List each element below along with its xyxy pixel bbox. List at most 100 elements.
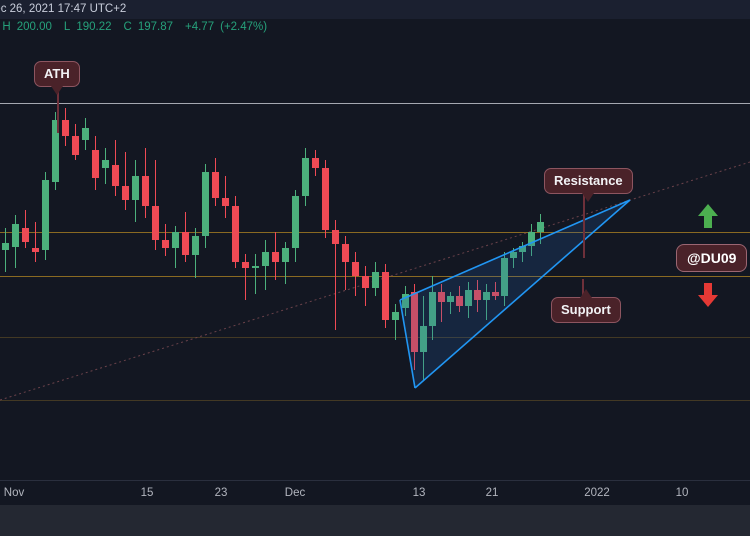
high-value: H 200.00: [2, 21, 52, 33]
x-axis-tick: Dec: [284, 487, 306, 499]
resistance-needle: [583, 192, 585, 258]
candle-wick: [155, 160, 156, 250]
candle-body: [501, 258, 508, 296]
candle-body: [32, 248, 39, 252]
candle-body: [382, 272, 389, 320]
candle-body: [52, 120, 59, 182]
ath-needle: [57, 87, 59, 133]
candle-wick: [255, 254, 256, 294]
candle-body: [272, 252, 279, 262]
x-axis-tick: 2022: [584, 487, 610, 499]
ath-label[interactable]: ATH: [34, 61, 80, 95]
candle-wick: [522, 242, 523, 262]
candle-body: [262, 252, 269, 266]
candle-body: [2, 243, 9, 250]
x-axis-tick: 21: [485, 487, 499, 499]
candle-body: [182, 232, 189, 255]
candle-body: [72, 136, 79, 155]
bottom-bar: [0, 505, 750, 536]
support-label[interactable]: Support: [551, 289, 621, 323]
candle-wick: [395, 304, 396, 340]
candle-body: [192, 236, 199, 255]
candle-body: [429, 292, 436, 326]
support-label-text: Support: [561, 302, 611, 317]
candle-body: [332, 230, 339, 244]
candle-body: [212, 172, 219, 198]
candle-body: [528, 232, 535, 246]
candle-body: [92, 150, 99, 178]
candle-body: [152, 206, 159, 240]
candle-wick: [225, 176, 226, 218]
candle-wick: [495, 282, 496, 300]
candle-body: [142, 176, 149, 206]
candle-body: [102, 160, 109, 168]
x-axis-tick: 13: [412, 487, 426, 499]
candle-body: [510, 252, 517, 258]
candle-wick: [486, 284, 487, 320]
candle-body: [242, 262, 249, 268]
x-axis[interactable]: Nov 15 23 Dec 13 21 2022 10: [0, 480, 750, 506]
candle-body: [438, 292, 445, 302]
x-axis-tick: 10: [675, 487, 689, 499]
candle-body: [322, 168, 329, 230]
support-level-2[interactable]: [0, 400, 750, 401]
ath-label-text: ATH: [44, 66, 70, 81]
candle-body: [392, 312, 399, 320]
chart-datetime: Dec 26, 2021 17:47 UTC+2: [0, 3, 127, 15]
candle-wick: [345, 236, 346, 290]
candle-body: [411, 292, 418, 352]
candle-body: [172, 232, 179, 248]
candle-body: [362, 276, 369, 288]
price-plot-area[interactable]: ATH Resistance Support @DU09: [0, 37, 750, 480]
candle-wick: [35, 222, 36, 262]
candle-wick: [5, 228, 6, 272]
candle-wick: [335, 220, 336, 330]
candle-body: [402, 294, 409, 308]
candle-body: [232, 206, 239, 262]
candle-body: [352, 262, 359, 276]
candle-body: [252, 266, 259, 268]
all-time-high-line[interactable]: [0, 103, 750, 104]
candle-body: [492, 292, 499, 296]
candle-wick: [285, 242, 286, 284]
low-value: L 190.22: [63, 21, 112, 33]
x-axis-tick: Nov: [3, 487, 25, 499]
candle-body: [342, 244, 349, 262]
watermark-tag: @DU09: [676, 244, 748, 272]
candle-body: [22, 228, 29, 242]
candle-wick: [245, 254, 246, 300]
candle-body: [456, 296, 463, 306]
candle-body: [483, 292, 490, 300]
candlestick-series: [0, 37, 750, 480]
change-value: +4.77: [185, 21, 215, 33]
candle-body: [112, 165, 119, 186]
candle-body: [82, 128, 89, 140]
candle-body: [282, 248, 289, 262]
resistance-label-text: Resistance: [554, 173, 623, 188]
candle-body: [302, 158, 309, 196]
watermark-text: @DU09: [687, 250, 737, 266]
close-value: C 197.87: [123, 21, 174, 33]
candle-body: [162, 240, 169, 248]
ath-label-tail: [50, 86, 63, 95]
chart-datetime-bar: Dec 26, 2021 17:47 UTC+2: [0, 0, 750, 20]
candle-wick: [441, 284, 442, 322]
candle-body: [42, 180, 49, 250]
candle-body: [372, 272, 379, 288]
candle-body: [12, 224, 19, 247]
candle-body: [202, 172, 209, 236]
candle-body: [132, 176, 139, 200]
change-percent: (+2.47%): [220, 21, 268, 33]
candle-body: [222, 198, 229, 206]
candle-body: [62, 120, 69, 136]
candle-body: [312, 158, 319, 168]
x-axis-tick: 23: [214, 487, 228, 499]
resistance-label[interactable]: Resistance: [544, 168, 633, 202]
candle-body: [292, 196, 299, 248]
candle-body: [122, 186, 129, 200]
candle-body: [537, 222, 544, 232]
resistance-label-tail: [582, 193, 595, 202]
